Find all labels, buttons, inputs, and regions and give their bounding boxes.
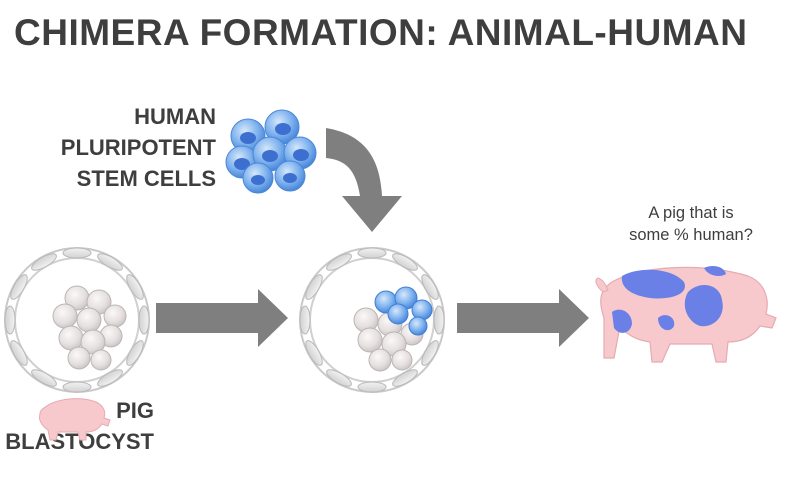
human-stem-cells-label: HUMAN PLURIPOTENT STEM CELLS [61, 101, 216, 194]
diagram-title: CHIMERA FORMATION: ANIMAL-HUMAN [14, 12, 748, 53]
human-cell [242, 162, 274, 194]
injected-human-cells [374, 286, 433, 336]
result-question: A pig that is some % human? [596, 202, 786, 246]
chimeric-blastocyst [299, 247, 445, 393]
result-question-line-2: some % human? [629, 226, 753, 244]
human-stem-cells-label-line-3: STEM CELLS [76, 166, 216, 191]
injection-arrow [326, 128, 402, 232]
chimeric-pig [595, 266, 777, 363]
human-stem-cell-cluster [225, 109, 317, 194]
human-cell [252, 136, 288, 172]
trophoblast-cells [4, 247, 150, 393]
pig-blastocyst [4, 247, 150, 393]
human-tissue-patches [612, 266, 726, 333]
trophoblast-cells [299, 247, 445, 393]
human-stem-cells-label-line-2: PLURIPOTENT [60, 135, 216, 160]
pig-blastocyst-label-line-1: PIG [116, 398, 154, 423]
result-question-line-1: A pig that is [648, 204, 734, 222]
inner-cell-mass [52, 285, 127, 371]
human-stem-cells-label-line-1: HUMAN [134, 104, 216, 129]
process-arrow-1 [156, 289, 288, 347]
pig-icon [39, 398, 111, 441]
process-arrow-2 [457, 289, 589, 347]
human-cell [274, 160, 306, 192]
